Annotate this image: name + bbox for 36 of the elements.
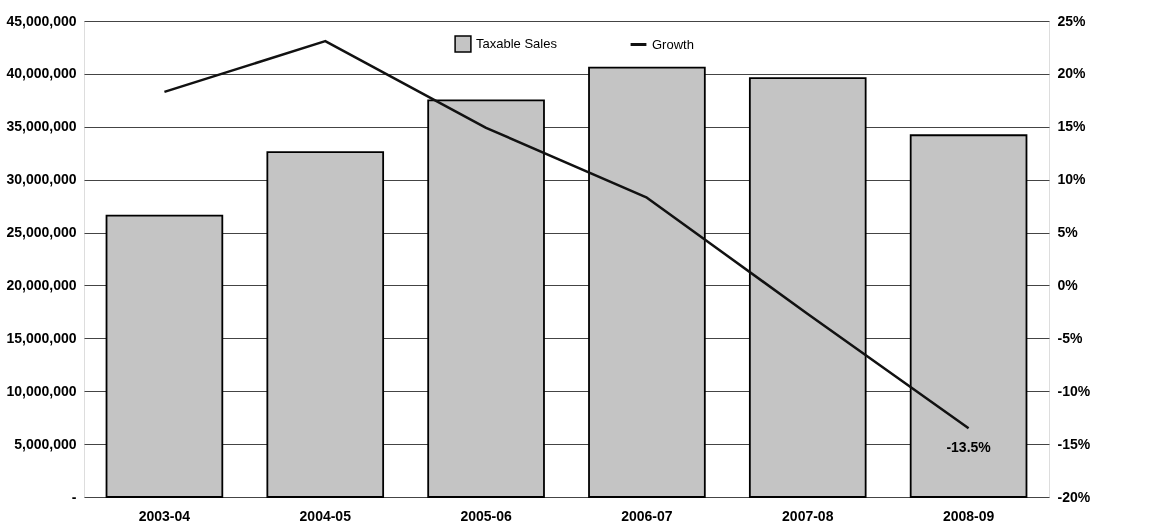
y-tick-label: 15,000,000 bbox=[6, 329, 77, 346]
line-series bbox=[163, 39, 970, 430]
legend-label: Taxable Sales bbox=[476, 36, 558, 51]
y-tick-label: 40,000,000 bbox=[6, 65, 77, 82]
x-tick-label: 2006-07 bbox=[621, 507, 673, 524]
bar bbox=[105, 214, 224, 498]
y2-tick-label: 20% bbox=[1057, 65, 1087, 82]
y-tick-label: 30,000,000 bbox=[6, 171, 77, 188]
y2-tick-label: 15% bbox=[1057, 118, 1087, 135]
y2-tick-label: 5% bbox=[1057, 224, 1079, 241]
y2-tick-label: 10% bbox=[1057, 171, 1087, 188]
data-label: -13.5% bbox=[946, 439, 992, 456]
bar bbox=[266, 151, 385, 498]
y2-tick-label: -10% bbox=[1057, 382, 1091, 399]
y2-tick-label: 25% bbox=[1057, 12, 1087, 29]
y2-tick-label: -20% bbox=[1057, 488, 1091, 505]
legend-label: Growth bbox=[652, 36, 694, 52]
bar bbox=[588, 66, 706, 498]
y2-tick-label: 0% bbox=[1057, 276, 1079, 293]
x-tick-label: 2003-04 bbox=[138, 507, 191, 524]
x-tick-label: 2008-09 bbox=[942, 507, 995, 524]
y-tick-label: 5,000,000 bbox=[14, 435, 77, 452]
bar bbox=[427, 99, 545, 498]
x-tick-label: 2005-06 bbox=[460, 507, 512, 524]
y2-tick-label: -5% bbox=[1057, 329, 1083, 346]
y-tick-label: 35,000,000 bbox=[6, 118, 77, 135]
bar bbox=[909, 134, 1028, 498]
x-tick-label: 2007-08 bbox=[782, 507, 834, 524]
y-tick-label: 45,000,000 bbox=[6, 12, 77, 29]
y-tick-label: 10,000,000 bbox=[6, 382, 77, 399]
x-tick-label: 2004-05 bbox=[299, 507, 352, 524]
bar bbox=[748, 77, 867, 498]
y2-tick-label: -15% bbox=[1057, 435, 1091, 452]
y-tick-label: 25,000,000 bbox=[6, 224, 77, 241]
y-tick-label: - bbox=[71, 488, 77, 505]
y-tick-label: 20,000,000 bbox=[6, 276, 77, 293]
